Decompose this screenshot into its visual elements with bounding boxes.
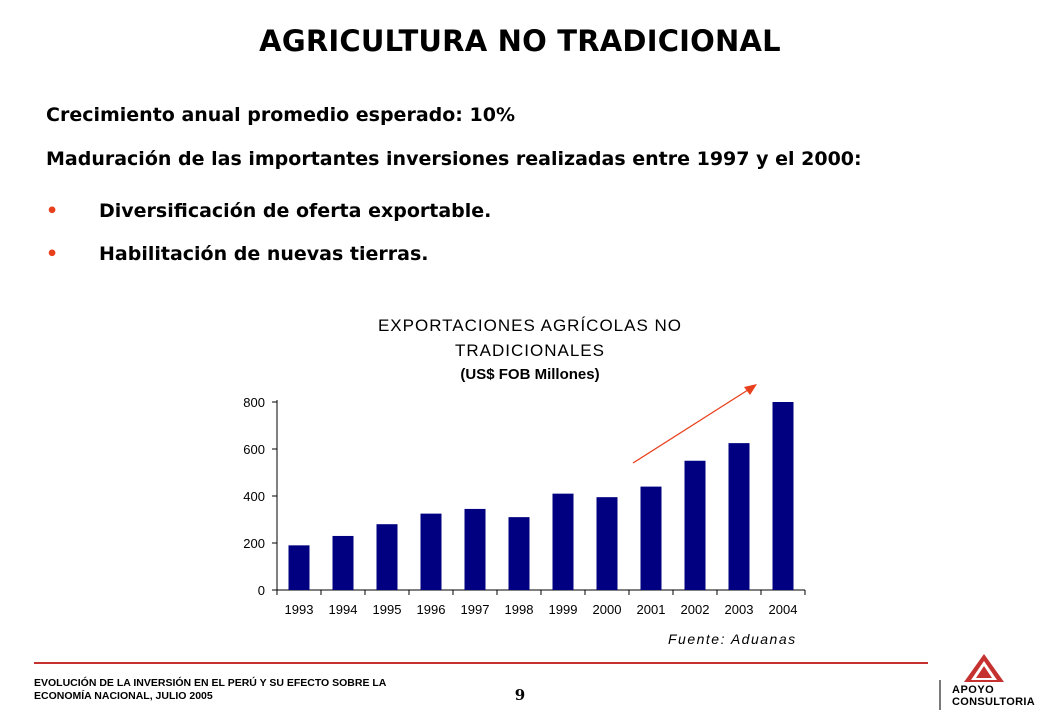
chart-subtitle: (US$ FOB Millones) xyxy=(460,366,600,383)
logo-divider xyxy=(939,680,941,710)
x-tick-label: 2003 xyxy=(725,602,754,617)
bar xyxy=(376,524,398,590)
bar xyxy=(684,460,706,590)
slide-title: AGRICULTURA NO TRADICIONAL xyxy=(259,24,781,58)
x-tick-label: 1995 xyxy=(373,602,402,617)
footer-line2: ECONOMÍA NACIONAL, JULIO 2005 xyxy=(34,690,213,702)
x-tick-label: 1996 xyxy=(417,602,446,617)
chart-source: Fuente: Aduanas xyxy=(668,631,797,647)
bar xyxy=(772,402,794,590)
chart-title-line1: EXPORTACIONES AGRÍCOLAS NO xyxy=(377,316,683,335)
y-tick-label: 600 xyxy=(243,442,265,457)
bar xyxy=(420,513,442,590)
footer-caption: EVOLUCIÓN DE LA INVERSIÓN EN EL PERÚ Y S… xyxy=(34,677,464,703)
x-tick-label: 1997 xyxy=(461,602,490,617)
bullet-text: Habilitación de nuevas tierras. xyxy=(99,243,429,265)
bar xyxy=(728,443,750,590)
bullet-text: Diversificación de oferta exportable. xyxy=(99,200,492,222)
y-tick-label: 200 xyxy=(243,536,265,551)
x-tick-label: 2002 xyxy=(681,602,710,617)
investment-text: Maduración de las importantes inversione… xyxy=(46,148,862,170)
trend-arrow-line xyxy=(632,387,752,464)
x-tick-label: 2001 xyxy=(637,602,666,617)
bullet-icon: • xyxy=(46,243,59,265)
y-tick-label: 400 xyxy=(243,489,265,504)
y-tick-label: 800 xyxy=(243,395,265,410)
bar xyxy=(288,545,310,590)
bar xyxy=(552,493,574,590)
footer-line1: EVOLUCIÓN DE LA INVERSIÓN EN EL PERÚ Y S… xyxy=(34,677,387,689)
logo-text-apoyo: APOYO xyxy=(952,684,995,696)
growth-text: Crecimiento anual promedio esperado: 10% xyxy=(46,104,515,126)
bar xyxy=(596,497,618,590)
chart-title-line2: TRADICIONALES xyxy=(455,341,605,360)
bullet-icon: • xyxy=(46,200,59,222)
x-tick-label: 2000 xyxy=(593,602,622,617)
bar xyxy=(508,517,530,590)
logo-icon xyxy=(964,654,1004,682)
x-tick-label: 1999 xyxy=(549,602,578,617)
company-logo: APOYO CONSULTORIA xyxy=(936,652,1035,714)
footer-rule xyxy=(34,662,928,664)
bar xyxy=(640,486,662,590)
y-tick-label: 0 xyxy=(258,583,265,598)
trend-arrow-head-icon xyxy=(744,384,757,395)
x-tick-label: 1994 xyxy=(329,602,358,617)
x-tick-label: 1998 xyxy=(505,602,534,617)
logo-text-consultoria: CONSULTORIA xyxy=(952,696,1035,708)
bar xyxy=(464,508,486,590)
x-tick-label: 2004 xyxy=(769,602,798,617)
page-number: 9 xyxy=(514,686,526,704)
bar xyxy=(332,535,354,590)
x-tick-label: 1993 xyxy=(285,602,314,617)
